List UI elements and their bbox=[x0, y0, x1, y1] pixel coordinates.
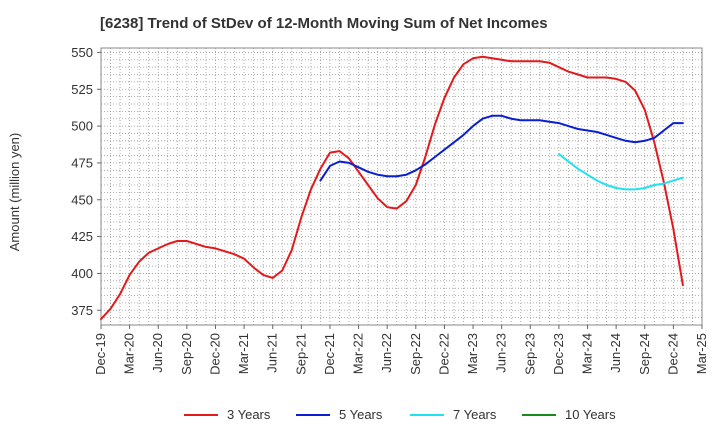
x-tick-label: Mar-24 bbox=[580, 333, 595, 374]
x-tick-label: Jun-24 bbox=[608, 333, 623, 373]
plot-area bbox=[100, 47, 703, 326]
y-tick-label: 375 bbox=[71, 303, 93, 318]
x-tick-label: Dec-19 bbox=[93, 333, 108, 375]
legend-swatch-7-years bbox=[410, 414, 444, 416]
x-tick-label: Mar-23 bbox=[465, 333, 480, 374]
y-axis-label: Amount (million yen) bbox=[7, 133, 22, 252]
y-tick-label: 550 bbox=[71, 45, 93, 60]
y-tick-label: 400 bbox=[71, 266, 93, 281]
x-tick-label: Sep-20 bbox=[179, 333, 194, 375]
x-tick-label: Sep-22 bbox=[408, 333, 423, 375]
x-tick-label: Mar-20 bbox=[122, 333, 137, 374]
x-tick-label: Dec-22 bbox=[436, 333, 451, 375]
x-tick-label: Jun-21 bbox=[265, 333, 280, 373]
y-tick-label: 450 bbox=[71, 192, 93, 207]
legend-swatch-3-years bbox=[184, 414, 218, 416]
legend-label-3-years: 3 Years bbox=[227, 407, 271, 422]
x-tick-label: Jun-22 bbox=[379, 333, 394, 373]
x-tick-label: Mar-22 bbox=[351, 333, 366, 374]
chart-legend: 3 Years 5 Years 7 Years 10 Years bbox=[0, 404, 720, 426]
series-lines bbox=[100, 55, 684, 321]
series-line-3-years bbox=[100, 55, 684, 321]
y-tick-label: 525 bbox=[71, 82, 93, 97]
y-tick-label: 425 bbox=[71, 229, 93, 244]
legend-label-5-years: 5 Years bbox=[339, 407, 383, 422]
x-tick-label: Sep-23 bbox=[522, 333, 537, 375]
axes: 375 400 425 450 475 500 525 550 Dec-19 Mar-20 Jun-… bbox=[71, 45, 709, 375]
series-line-5-years bbox=[319, 114, 684, 182]
x-tick-label: Dec-23 bbox=[551, 333, 566, 375]
y-tick-label: 475 bbox=[71, 155, 93, 170]
x-tick-label: Jun-20 bbox=[150, 333, 165, 373]
x-tick-label: Dec-24 bbox=[665, 333, 680, 375]
series-line-7-years bbox=[557, 153, 684, 191]
x-tick-label: Dec-20 bbox=[207, 333, 222, 375]
x-tick-label: Sep-24 bbox=[637, 333, 652, 375]
x-tick-label: Dec-21 bbox=[322, 333, 337, 375]
legend-swatch-10-years bbox=[522, 414, 556, 416]
x-tick-label: Mar-25 bbox=[694, 333, 709, 374]
x-tick-label: Mar-21 bbox=[236, 333, 251, 374]
chart-title: [6238] Trend of StDev of 12-Month Moving… bbox=[100, 15, 548, 32]
x-tick-label: Jun-23 bbox=[494, 333, 509, 373]
legend-label-7-years: 7 Years bbox=[453, 407, 497, 422]
y-tick-label: 500 bbox=[71, 119, 93, 134]
legend-swatch-5-years bbox=[296, 414, 330, 416]
x-tick-label: Sep-21 bbox=[293, 333, 308, 375]
legend-label-10-years: 10 Years bbox=[565, 407, 616, 422]
